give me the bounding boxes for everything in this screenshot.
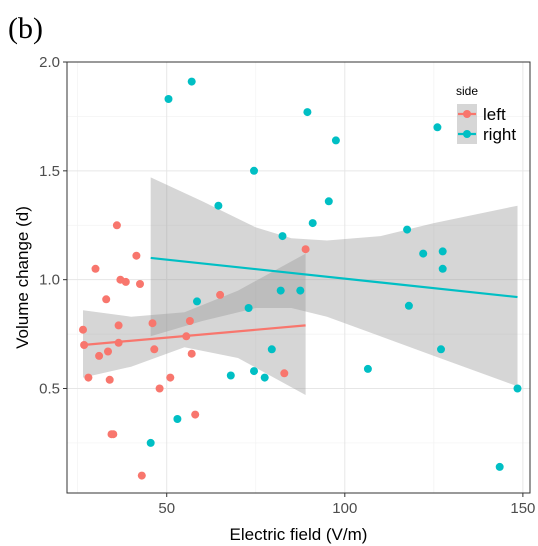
point-left (216, 290, 225, 299)
y-tick-label: 1.0 (39, 272, 60, 289)
point-left (137, 471, 146, 480)
point-left (114, 321, 123, 330)
point-left (280, 369, 289, 378)
plot-panel (67, 62, 530, 493)
point-left (182, 332, 191, 341)
panel-tag: (b) (8, 12, 43, 45)
x-axis: 50 100 150 (158, 493, 535, 517)
point-right (146, 438, 155, 447)
point-left (84, 373, 93, 382)
point-right (308, 219, 317, 228)
point-left (301, 245, 310, 254)
point-right (164, 95, 173, 103)
point-left (185, 317, 194, 325)
point-right (250, 367, 258, 376)
point-left (191, 410, 200, 419)
legend: side left right (456, 84, 516, 144)
point-left (150, 345, 159, 354)
point-right (187, 77, 196, 86)
point-right (363, 364, 372, 373)
confidence-ribbons (83, 177, 518, 395)
legend-title: side (456, 84, 478, 98)
point-right (438, 264, 447, 273)
point-left (121, 277, 130, 286)
ci-ribbon-left (83, 253, 306, 395)
x-tick-label: 50 (158, 500, 175, 517)
point-left (80, 341, 89, 349)
point-right (173, 415, 182, 423)
point-left (155, 384, 164, 393)
point-left (102, 295, 111, 304)
point-left (79, 325, 87, 334)
y-tick-label: 0.5 (39, 381, 60, 398)
y-axis: 0.5 1.0 1.5 2.0 (39, 54, 67, 398)
point-right (193, 297, 201, 306)
fit-line-right (150, 256, 518, 299)
point-left (104, 347, 112, 356)
point-right (331, 136, 340, 145)
point-right (278, 232, 287, 241)
point-right (296, 286, 305, 295)
y-axis-title: Volume change (d) (13, 206, 32, 349)
point-right (244, 304, 253, 312)
point-left (112, 221, 121, 230)
point-left (187, 349, 196, 358)
point-right (433, 123, 442, 132)
point-right (276, 286, 285, 295)
legend-point-right (463, 130, 471, 138)
point-right (214, 201, 223, 210)
x-axis-title: Electric field (V/m) (230, 525, 368, 544)
point-left (91, 264, 100, 273)
plot-frame (66, 61, 531, 494)
point-right (437, 345, 445, 354)
ci-ribbon-right (150, 177, 518, 387)
point-left (109, 430, 118, 439)
x-tick-label: 150 (510, 500, 535, 517)
legend-point-left (463, 110, 471, 118)
point-right (403, 225, 412, 234)
point-left (148, 319, 157, 328)
legend-label-left: left (483, 105, 506, 124)
point-left (114, 338, 123, 347)
point-right (226, 371, 235, 380)
point-right (419, 249, 428, 258)
point-right (495, 462, 504, 471)
data-points (79, 77, 522, 480)
point-right (513, 384, 522, 393)
point-left (166, 373, 175, 382)
point-right (260, 373, 269, 382)
point-right (250, 166, 258, 175)
point-left (132, 251, 141, 260)
point-right (404, 301, 413, 310)
x-tick-label: 100 (332, 500, 357, 517)
point-right (267, 345, 276, 354)
point-right (303, 108, 312, 117)
y-tick-label: 2.0 (39, 54, 60, 71)
y-tick-label: 1.5 (39, 163, 60, 180)
point-left (95, 351, 104, 360)
legend-label-right: right (483, 125, 516, 144)
point-right (324, 197, 333, 206)
point-right (438, 247, 447, 256)
point-left (105, 375, 114, 384)
point-left (136, 280, 144, 288)
